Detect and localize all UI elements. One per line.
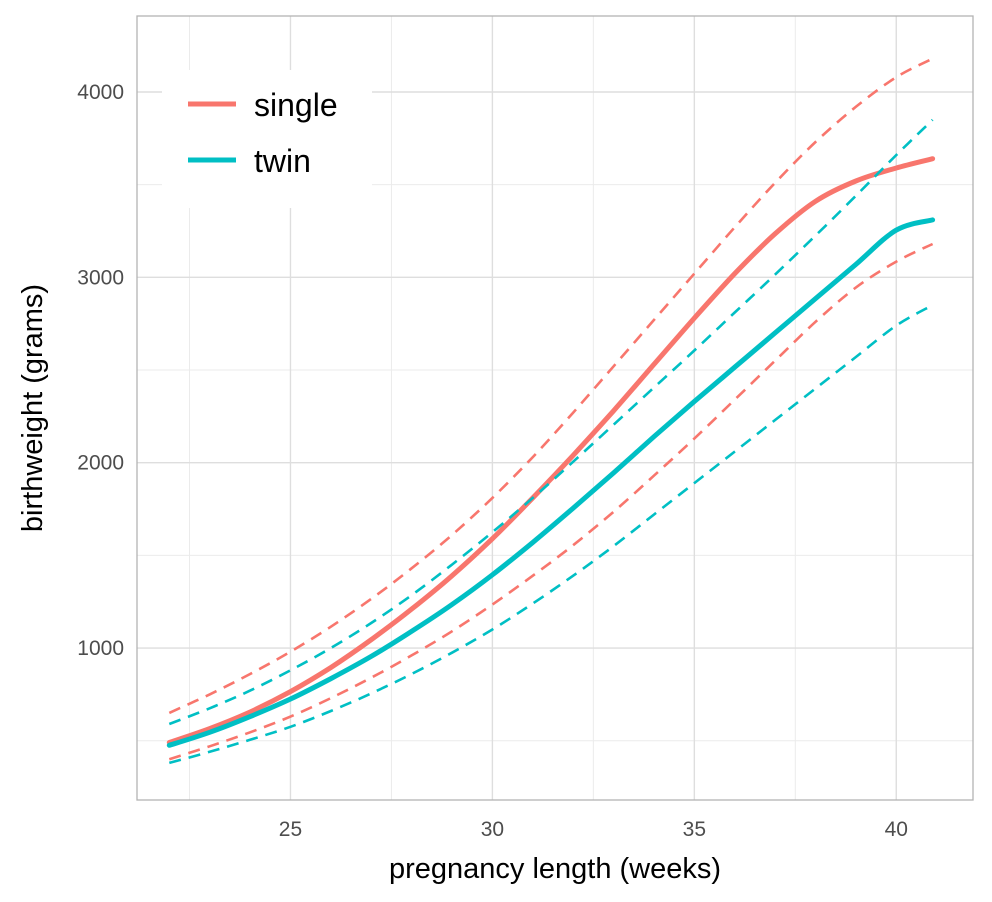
- y-tick-label: 4000: [77, 81, 124, 104]
- y-tick-label: 3000: [77, 266, 124, 289]
- legend-background: [162, 70, 372, 208]
- series-single-lower-bound: [168, 242, 934, 761]
- x-tick-labels: 25 30 35 40: [279, 818, 908, 841]
- x-tick-label: 25: [279, 818, 302, 841]
- legend: single twin: [162, 70, 372, 208]
- series-twin-line: [166, 217, 936, 748]
- series-lines: [166, 57, 936, 765]
- series-single-upper-bound: [168, 57, 934, 715]
- legend-label-twin: twin: [254, 143, 311, 179]
- grid: [137, 16, 973, 800]
- x-tick-label: 35: [683, 818, 706, 841]
- y-tick-label: 2000: [77, 452, 124, 475]
- x-tick-label: 30: [481, 818, 504, 841]
- y-tick-label: 1000: [77, 637, 124, 660]
- x-axis-title: pregnancy length (weeks): [389, 853, 721, 885]
- y-tick-labels: 1000 2000 3000 4000: [77, 81, 124, 660]
- series-twin-upper-bound: [168, 118, 934, 726]
- x-tick-label: 40: [885, 818, 908, 841]
- plot-panel-border: [136, 15, 974, 801]
- legend-label-single: single: [254, 87, 338, 123]
- series-twin-lower-bound: [168, 303, 934, 765]
- y-axis-title: birthweight (grams): [17, 284, 49, 532]
- series-single-line: [166, 156, 936, 745]
